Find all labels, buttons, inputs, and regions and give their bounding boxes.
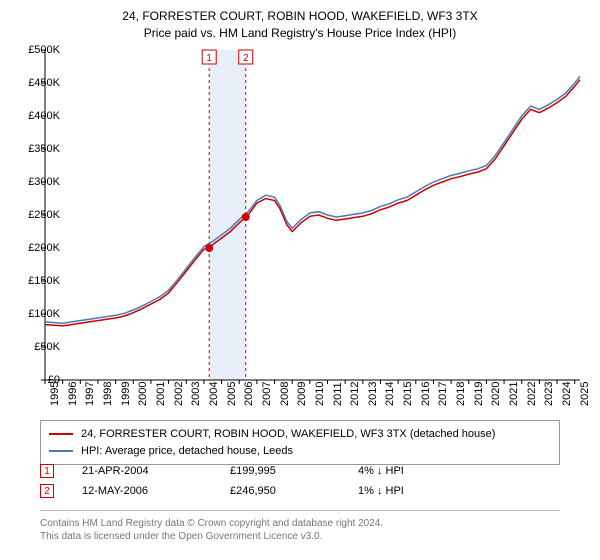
- transaction-delta: 1% ↓ HPI: [358, 485, 448, 497]
- x-tick-label: 2004: [208, 382, 220, 406]
- x-tick-label: 2025: [579, 382, 591, 406]
- y-tick-label: £300K: [5, 176, 60, 188]
- x-tick-label: 2017: [437, 382, 449, 406]
- y-tick-label: £250K: [5, 209, 60, 221]
- y-tick-label: £200K: [5, 242, 60, 254]
- x-tick-label: 2018: [455, 382, 467, 406]
- legend-label: 24, FORRESTER COURT, ROBIN HOOD, WAKEFIE…: [81, 426, 495, 443]
- x-tick-label: 2020: [490, 382, 502, 406]
- y-tick-label: £150K: [5, 275, 60, 287]
- x-tick-label: 2005: [226, 382, 238, 406]
- x-tick-label: 2009: [296, 382, 308, 406]
- svg-text:1: 1: [206, 53, 212, 64]
- title-line-2: Price paid vs. HM Land Registry's House …: [0, 25, 600, 42]
- footer: Contains HM Land Registry data © Crown c…: [40, 510, 560, 543]
- x-tick-label: 2000: [137, 382, 149, 406]
- transaction-price: £246,950: [230, 485, 330, 497]
- x-tick-label: 2006: [243, 382, 255, 406]
- footer-line-1: Contains HM Land Registry data © Crown c…: [40, 517, 560, 530]
- legend-label: HPI: Average price, detached house, Leed…: [81, 443, 293, 460]
- x-tick-label: 2021: [508, 382, 520, 406]
- legend-swatch: [49, 450, 73, 452]
- x-tick-label: 2002: [173, 382, 185, 406]
- y-tick-label: £450K: [5, 77, 60, 89]
- chart-svg: 12: [45, 50, 580, 380]
- x-tick-label: 2012: [349, 382, 361, 406]
- x-tick-label: 2003: [190, 382, 202, 406]
- legend-row-property: 24, FORRESTER COURT, ROBIN HOOD, WAKEFIE…: [49, 426, 551, 443]
- x-tick-label: 2024: [561, 382, 573, 406]
- x-tick-label: 2008: [279, 382, 291, 406]
- y-tick-label: £50K: [5, 341, 60, 353]
- transaction-row: 1 21-APR-2004 £199,995 4% ↓ HPI: [40, 464, 448, 478]
- x-tick-label: 2001: [155, 382, 167, 406]
- x-tick-label: 1998: [102, 382, 114, 406]
- x-tick-label: 2011: [332, 382, 344, 406]
- transaction-date: 12-MAY-2006: [82, 485, 202, 497]
- x-tick-label: 2016: [420, 382, 432, 406]
- title-line-1: 24, FORRESTER COURT, ROBIN HOOD, WAKEFIE…: [0, 8, 600, 25]
- transaction-price: £199,995: [230, 465, 330, 477]
- x-tick-label: 1997: [84, 382, 96, 406]
- transaction-delta: 4% ↓ HPI: [358, 465, 448, 477]
- legend-box: 24, FORRESTER COURT, ROBIN HOOD, WAKEFIE…: [40, 420, 560, 465]
- transactions-block: 1 21-APR-2004 £199,995 4% ↓ HPI 2 12-MAY…: [40, 464, 448, 504]
- transaction-date: 21-APR-2004: [82, 465, 202, 477]
- title-block: 24, FORRESTER COURT, ROBIN HOOD, WAKEFIE…: [0, 0, 600, 42]
- x-tick-label: 1995: [49, 382, 61, 406]
- chart-area: 12: [45, 50, 580, 380]
- x-tick-label: 1996: [67, 382, 79, 406]
- footer-line-2: This data is licensed under the Open Gov…: [40, 530, 560, 543]
- x-tick-label: 2014: [384, 382, 396, 406]
- y-tick-label: £400K: [5, 110, 60, 122]
- x-tick-label: 1999: [120, 382, 132, 406]
- x-tick-label: 2019: [473, 382, 485, 406]
- x-tick-label: 2015: [402, 382, 414, 406]
- legend-swatch: [49, 433, 73, 435]
- x-tick-label: 2022: [526, 382, 538, 406]
- x-tick-label: 2023: [543, 382, 555, 406]
- y-tick-label: £100K: [5, 308, 60, 320]
- marker-2-icon: 2: [40, 484, 54, 498]
- x-tick-label: 2010: [314, 382, 326, 406]
- legend-row-hpi: HPI: Average price, detached house, Leed…: [49, 443, 551, 460]
- x-tick-label: 2013: [367, 382, 379, 406]
- x-tick-label: 2007: [261, 382, 273, 406]
- y-tick-label: £350K: [5, 143, 60, 155]
- chart-container: 24, FORRESTER COURT, ROBIN HOOD, WAKEFIE…: [0, 0, 600, 560]
- y-tick-label: £500K: [5, 44, 60, 56]
- svg-text:2: 2: [243, 53, 249, 64]
- transaction-row: 2 12-MAY-2006 £246,950 1% ↓ HPI: [40, 484, 448, 498]
- marker-1-icon: 1: [40, 464, 54, 478]
